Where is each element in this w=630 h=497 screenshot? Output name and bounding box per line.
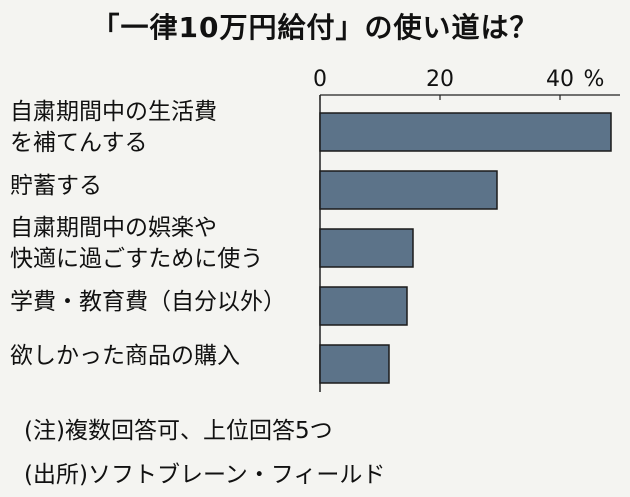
x-unit-label: % — [584, 67, 605, 92]
x-tick-label: 40 — [546, 67, 574, 92]
chart-title: 「一律10万円給付」の使い道は？ — [91, 11, 539, 44]
category-label: 貯蓄する — [10, 173, 102, 199]
chart-source: (出所)ソフトブレーン・フィールド — [24, 462, 386, 488]
chart-note: (注)複数回答可、上位回答5つ — [24, 418, 333, 444]
category-label: 欲しかった商品の購入 — [10, 343, 240, 369]
bar — [319, 344, 390, 384]
category-label: 自粛期間中の娯楽や 快適に過ごすために使う — [10, 215, 264, 272]
category-label: 学費・教育費（自分以外） — [10, 289, 286, 315]
bar — [319, 170, 498, 210]
x-tick-label: 20 — [426, 67, 454, 92]
bar — [319, 286, 408, 326]
bar — [319, 228, 414, 268]
category-label: 自粛期間中の生活費 を補てんする — [10, 99, 217, 156]
x-tick-label: 0 — [313, 67, 327, 92]
bar — [319, 112, 612, 152]
